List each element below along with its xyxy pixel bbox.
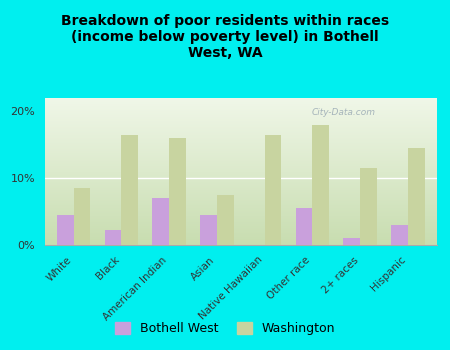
Bar <box>217 195 234 245</box>
Legend: Bothell West, Washington: Bothell West, Washington <box>110 317 340 340</box>
Bar <box>122 135 138 245</box>
Bar <box>169 138 186 245</box>
Text: City-Data.com: City-Data.com <box>311 108 375 117</box>
Bar <box>360 168 377 245</box>
Bar <box>296 208 312 245</box>
Bar <box>343 238 360 245</box>
Bar <box>200 215 217 245</box>
Bar <box>57 215 74 245</box>
Bar <box>408 148 424 245</box>
Bar <box>265 135 281 245</box>
Bar <box>312 125 329 245</box>
Bar <box>74 188 90 245</box>
Bar <box>105 230 122 245</box>
Bar <box>391 225 408 245</box>
Bar <box>153 198 169 245</box>
Text: Breakdown of poor residents within races
(income below poverty level) in Bothell: Breakdown of poor residents within races… <box>61 14 389 61</box>
